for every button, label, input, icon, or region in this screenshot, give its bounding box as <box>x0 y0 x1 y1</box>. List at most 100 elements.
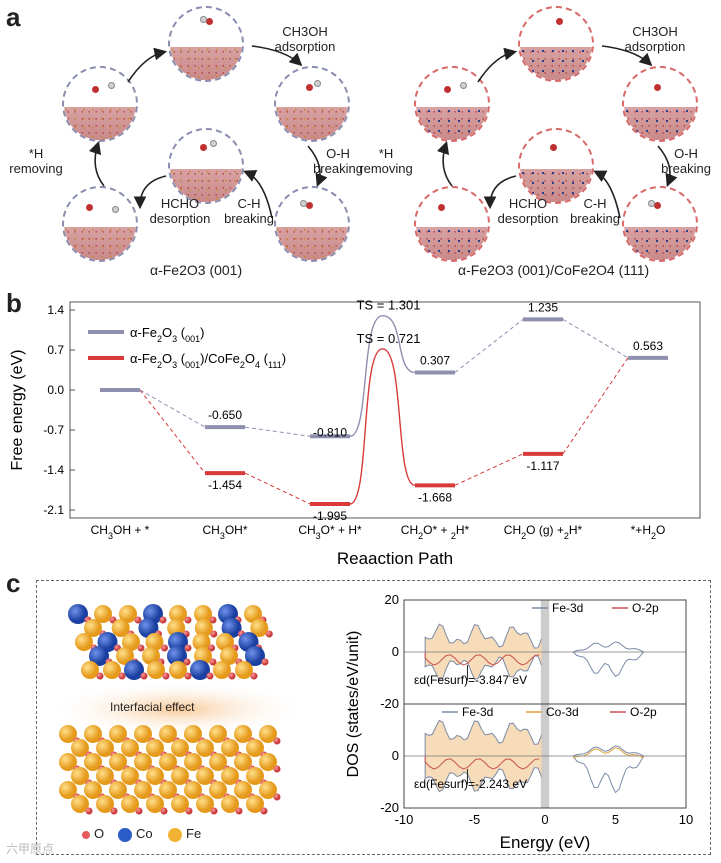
left-label-adsorption: CH3OH adsorption <box>274 24 336 54</box>
conduction-up-curve <box>573 745 644 757</box>
legend-co: Co <box>118 826 153 842</box>
iron-atom <box>194 619 213 637</box>
iron-atom <box>103 661 121 679</box>
cobalt-atom <box>221 618 242 638</box>
iron-atom <box>96 767 114 785</box>
iron-atom <box>84 725 102 743</box>
connector <box>562 318 629 359</box>
fe3d-up-curve <box>424 623 542 652</box>
iron-atom <box>159 753 177 771</box>
iron-atom <box>116 647 134 665</box>
y-tick-label: -0.7 <box>43 423 64 437</box>
oxygen-atom <box>250 672 258 680</box>
right-circle-lower-right <box>622 186 698 262</box>
left-label-hcho-desorption: HCHO desorption <box>149 196 211 226</box>
oxygen-atom <box>140 672 148 680</box>
cobalt-atom <box>190 660 210 680</box>
oxygen-atom <box>137 644 145 652</box>
y-tick-label: 0.0 <box>47 383 64 397</box>
right-circle-upper-right <box>622 66 698 142</box>
iron-atom <box>171 739 189 757</box>
iron-atom <box>184 753 202 771</box>
x-tick-label: CH3OH + * <box>91 523 150 541</box>
energy-label: -1.995 <box>313 509 347 523</box>
connector <box>454 453 524 486</box>
o2p-curve <box>424 652 540 666</box>
iron-atom <box>121 795 139 813</box>
dos-y-tick-label: -20 <box>380 800 399 815</box>
right-label-oh-breaking: O-H breaking <box>661 146 711 176</box>
iron-atom <box>250 619 269 637</box>
oxygen-atom <box>184 616 192 624</box>
dos-y-tick-label: -20 <box>380 696 399 711</box>
iron-atom <box>221 767 239 785</box>
energy-label: 1.235 <box>528 300 558 314</box>
iron-atom <box>246 739 264 757</box>
iron-atom <box>246 795 264 813</box>
iron-atom <box>184 781 202 799</box>
dos-fill-down <box>425 756 543 792</box>
oxygen-atom <box>161 644 168 652</box>
connector <box>139 389 206 474</box>
cobalt-atom <box>124 660 144 680</box>
iron-atom <box>159 725 177 743</box>
iron-atom <box>59 725 77 743</box>
series-0: TS = 1.301 -0.650 -0.810 0.307 1.235 0.563 <box>100 298 668 439</box>
connector <box>139 389 206 428</box>
iron-atom <box>121 739 139 757</box>
right-circle-top <box>518 6 594 82</box>
iron-atom <box>84 619 102 637</box>
fe3d-up-curve <box>424 719 542 756</box>
watermark: 六甲原点 <box>6 842 55 856</box>
dos-fill-up <box>425 720 543 756</box>
right-label-h-removing: *H removing <box>359 146 413 176</box>
left-circle-upper-right <box>274 66 350 142</box>
iron-atom <box>209 725 227 743</box>
x-tick-label: CH3OH* <box>202 523 247 541</box>
dos-x-axis-label: Energy (eV) <box>500 833 591 852</box>
iron-atom <box>213 661 231 679</box>
iron-atom <box>84 753 102 771</box>
iron-atom <box>75 633 93 651</box>
iron-atom <box>94 605 112 623</box>
iron-atom <box>134 753 152 771</box>
oxygen-atom <box>160 807 168 815</box>
oxygen-dot-icon <box>82 830 90 839</box>
co3d-curve <box>573 747 644 759</box>
iron-atom <box>221 795 239 813</box>
plot-frame <box>69 301 701 519</box>
iron-atom <box>146 767 164 785</box>
iron-atom <box>134 781 152 799</box>
dos-fill-down <box>425 652 543 680</box>
iron-atom <box>159 781 177 799</box>
ts-curve <box>349 348 416 505</box>
connector <box>562 357 629 455</box>
iron-atom <box>96 739 114 757</box>
chart-legend: α-Fe2O3 (001) α-Fe2O3 (001)/CoFe2O4 (111) <box>88 325 286 370</box>
energy-label: 0.307 <box>420 353 450 367</box>
legend-o: O <box>82 826 104 841</box>
energy-label: -1.117 <box>526 459 559 473</box>
x-tick-label: CH3O* + H* <box>298 523 362 541</box>
dos-legend-label: Fe-3d <box>462 705 493 719</box>
dos-x-tick-label: -5 <box>469 812 481 827</box>
oxygen-atom <box>260 807 268 815</box>
panel-c-frame <box>36 580 711 855</box>
series-1: TS = 0.721 -1.454 -1.995 -1.668 -1.117 <box>139 331 629 523</box>
oxygen-atom <box>210 807 218 815</box>
dos-fill-up <box>425 624 543 652</box>
oxygen-atom <box>96 672 104 680</box>
x-axis-label: Reaaction Path <box>337 549 453 568</box>
right-label-adsorption: CH3OH adsorption <box>624 24 686 54</box>
oxygen-atom <box>134 616 142 624</box>
iron-atom <box>194 605 212 623</box>
left-caption: α-Fe2O3 (001) <box>150 262 243 278</box>
cobalt-atom <box>68 604 88 624</box>
iron-atom <box>84 781 102 799</box>
iron-atom <box>209 781 227 799</box>
iron-atom <box>109 781 127 799</box>
iron-atom <box>259 781 277 799</box>
connector <box>454 319 524 373</box>
ts-label: TS = 1.301 <box>357 298 421 313</box>
y-axis-label: Free energy (eV) <box>9 350 26 471</box>
